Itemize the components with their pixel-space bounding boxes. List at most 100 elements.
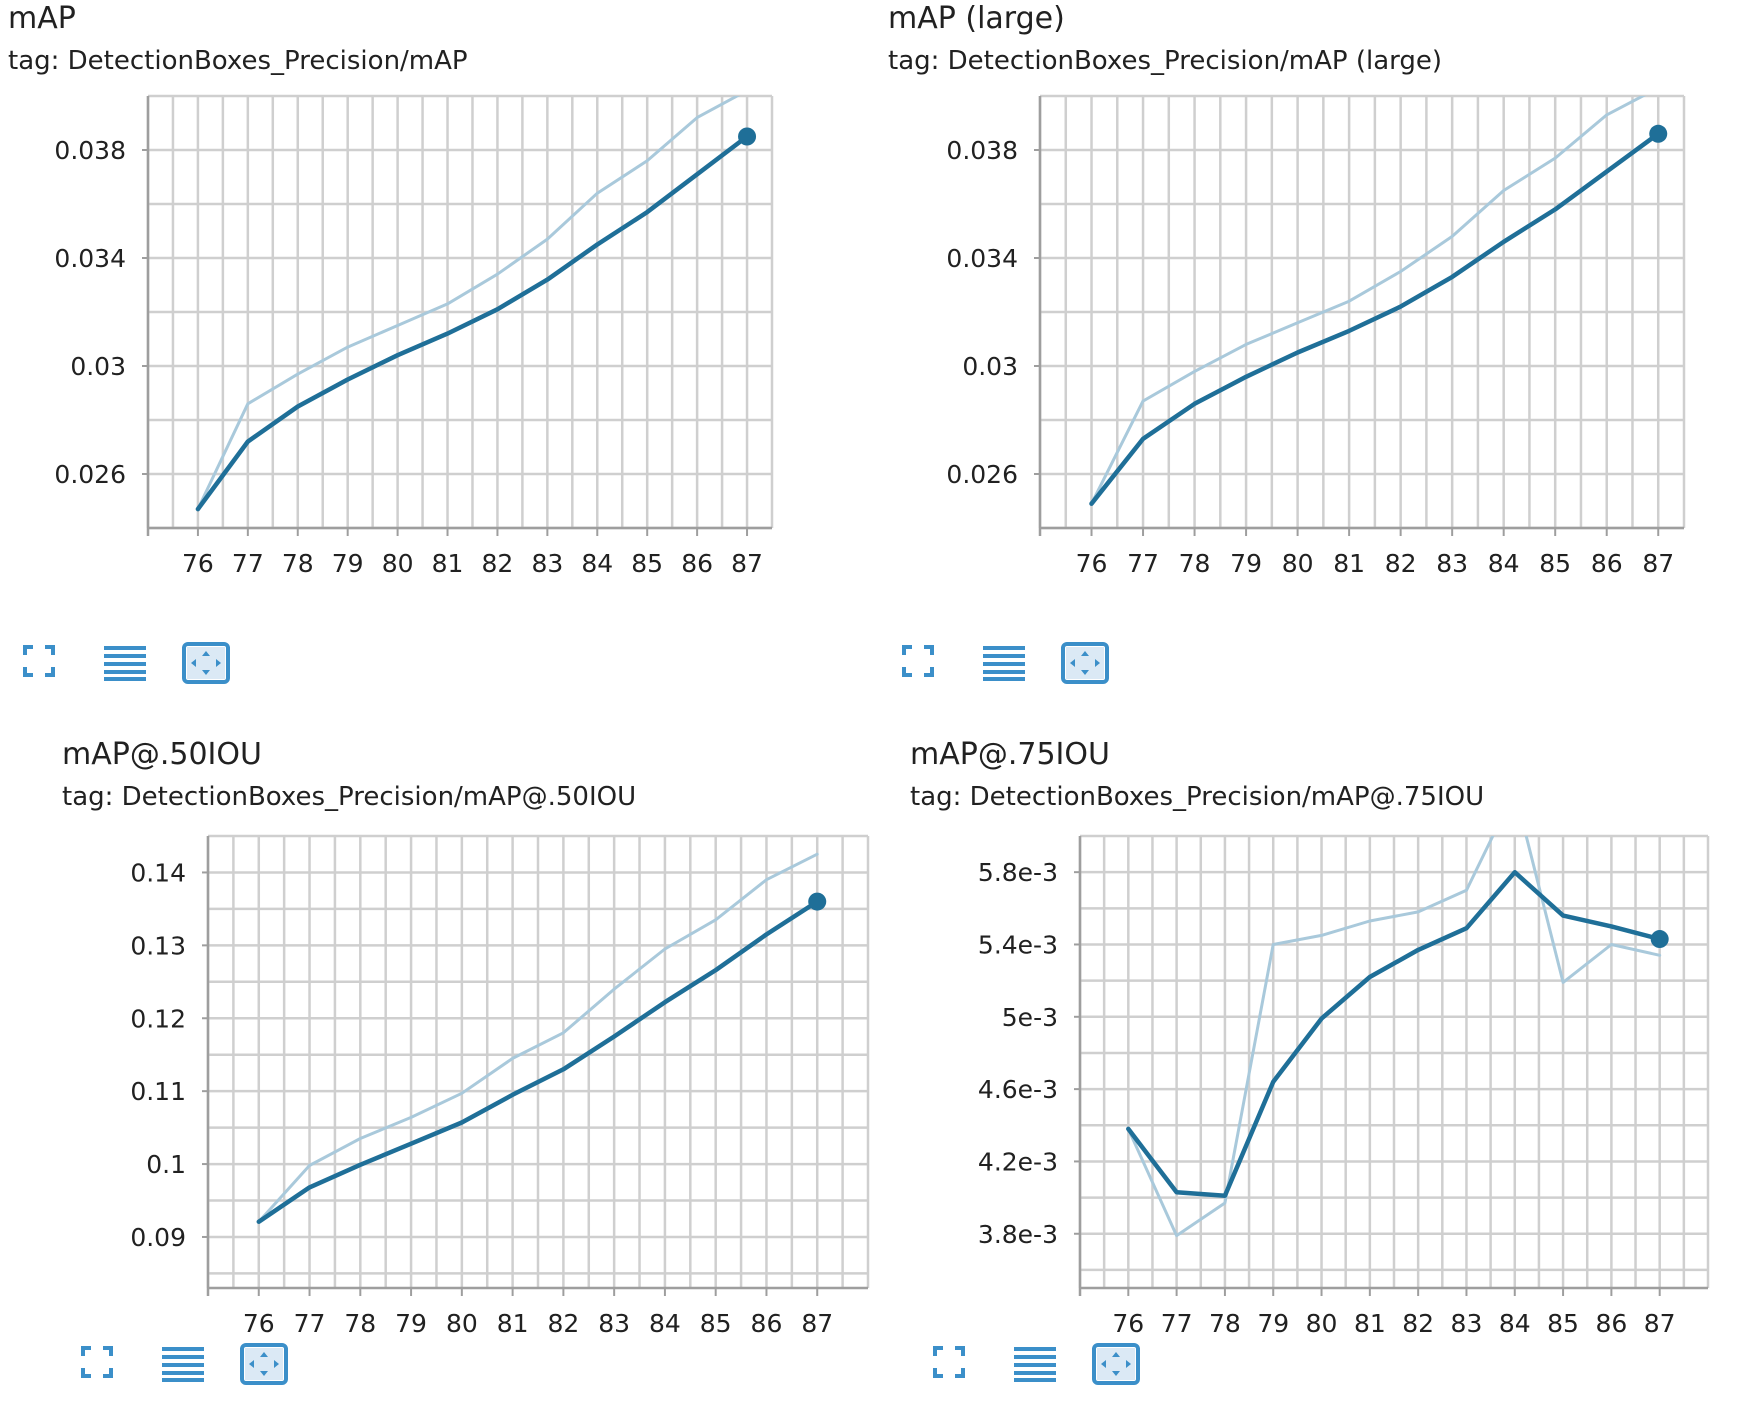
- x-tick-label: 78: [1179, 549, 1211, 578]
- fit-domain-icon: [239, 1342, 289, 1386]
- y-tick-label: 3.8e-3: [978, 1220, 1058, 1249]
- smoothed-series-line: [1126, 869, 1662, 1199]
- line-chart-map-50iou[interactable]: 76 77 78 79 80 81 82 83 84 85 86 87 0.09 0.1 0.11 0.12 0…: [0, 820, 880, 1338]
- chart-tag: tag: DetectionBoxes_Precision/mAP (large…: [888, 46, 1443, 76]
- list-icon: [979, 641, 1029, 685]
- x-tick-label: 79: [1257, 1309, 1289, 1338]
- toggle-log-scale-button[interactable]: [976, 636, 1032, 690]
- x-tick-label: 84: [1499, 1309, 1531, 1338]
- expand-icon: [929, 1342, 979, 1386]
- y-tick-label: 0.034: [54, 244, 126, 273]
- raw-series-line: [1090, 96, 1646, 506]
- y-tick-label: 0.03: [962, 352, 1018, 381]
- x-tick-label: 79: [332, 549, 364, 578]
- expand-button[interactable]: [16, 636, 72, 690]
- x-tick-label: 84: [581, 549, 613, 578]
- y-tick-label: 0.026: [946, 460, 1018, 489]
- line-chart-map[interactable]: 76 77 78 79 80 81 82 83 84 85 86 87 0.026 0.03 0.034 0.…: [0, 80, 870, 620]
- x-tick-label: 78: [344, 1309, 376, 1338]
- last-point-marker[interactable]: [1650, 930, 1669, 949]
- toggle-log-scale-button[interactable]: [97, 636, 153, 690]
- x-tick-label: 77: [1161, 1309, 1193, 1338]
- expand-button[interactable]: [926, 1337, 982, 1391]
- chart-toolbar: [74, 1337, 317, 1391]
- fit-domain-button[interactable]: [1057, 636, 1113, 690]
- y-tick-label: 0.038: [946, 136, 1018, 165]
- y-tick-label: 0.09: [130, 1223, 186, 1252]
- raw-series-line: [1126, 836, 1662, 1238]
- last-point-marker[interactable]: [808, 892, 827, 911]
- x-tick-label: 83: [531, 549, 563, 578]
- chart-title: mAP@.50IOU: [62, 737, 262, 772]
- x-tick-label: 82: [1385, 549, 1417, 578]
- x-tick-label: 82: [1402, 1309, 1434, 1338]
- smoothed-series-line: [195, 134, 750, 512]
- expand-button[interactable]: [74, 1337, 130, 1391]
- y-tick-label: 0.14: [130, 858, 186, 887]
- fit-domain-button[interactable]: [178, 636, 234, 690]
- expand-icon: [77, 1342, 127, 1386]
- raw-series-line: [257, 852, 819, 1224]
- expand-button[interactable]: [895, 636, 951, 690]
- x-tick-label: 80: [382, 549, 414, 578]
- x-tick-label: 80: [1282, 549, 1314, 578]
- chart-title: mAP@.75IOU: [910, 737, 1110, 772]
- toggle-log-scale-button[interactable]: [1007, 1337, 1063, 1391]
- grid: [1038, 94, 1686, 530]
- fit-domain-button[interactable]: [1088, 1337, 1144, 1391]
- grid: [146, 94, 774, 530]
- x-tick-label: 87: [1644, 1309, 1676, 1338]
- y-tick-label: 5e-3: [1002, 1003, 1058, 1032]
- y-tick-label: 0.03: [70, 352, 126, 381]
- x-tick-label: 82: [482, 549, 514, 578]
- list-icon: [158, 1342, 208, 1386]
- y-tick-label: 0.12: [130, 1004, 186, 1033]
- x-tick-label: 78: [1209, 1309, 1241, 1338]
- y-tick-label: 0.026: [54, 460, 126, 489]
- fit-domain-icon: [1091, 1342, 1141, 1386]
- x-tick-label: 86: [1595, 1309, 1627, 1338]
- last-point-marker[interactable]: [1649, 124, 1668, 143]
- x-tick-label: 84: [1488, 549, 1520, 578]
- smoothed-series-line: [256, 899, 820, 1224]
- y-tick-label: 4.2e-3: [978, 1147, 1058, 1176]
- toggle-log-scale-button[interactable]: [155, 1337, 211, 1391]
- x-tick-label: 76: [1076, 549, 1108, 578]
- y-tick-label: 0.038: [54, 136, 126, 165]
- line-chart-map-large[interactable]: 76 77 78 79 80 81 82 83 84 85 86 87 0.026 0.03 0.034 0.…: [880, 80, 1748, 620]
- x-tick-label: 80: [446, 1309, 478, 1338]
- x-tick-label: 85: [700, 1309, 732, 1338]
- x-tick-label: 83: [1436, 549, 1468, 578]
- x-tick-label: 76: [182, 549, 214, 578]
- x-tick-label: 81: [1354, 1309, 1386, 1338]
- chart-tag: tag: DetectionBoxes_Precision/mAP@.50IOU: [62, 782, 637, 812]
- smoothed-series-line: [1089, 131, 1661, 506]
- chart-toolbar: [926, 1337, 1169, 1391]
- x-tick-label: 77: [294, 1309, 326, 1338]
- line-chart-map-75iou[interactable]: 76 77 78 79 80 81 82 83 84 85 86 87 3.8e-3 4.2e-3 4.6e…: [890, 820, 1748, 1338]
- last-point-marker[interactable]: [738, 127, 757, 146]
- chart-toolbar: [16, 636, 259, 690]
- x-tick-label: 85: [631, 549, 663, 578]
- y-tick-label: 0.11: [130, 1077, 186, 1106]
- chart-tag: tag: DetectionBoxes_Precision/mAP: [8, 46, 468, 76]
- x-tick-label: 82: [547, 1309, 579, 1338]
- fit-domain-icon: [1060, 641, 1110, 685]
- x-tick-label: 87: [801, 1309, 833, 1338]
- x-tick-label: 76: [243, 1309, 275, 1338]
- y-tick-label: 4.6e-3: [978, 1075, 1058, 1104]
- x-tick-label: 85: [1539, 549, 1571, 578]
- fit-domain-button[interactable]: [236, 1337, 292, 1391]
- x-tick-label: 81: [497, 1309, 529, 1338]
- grid: [1078, 834, 1710, 1288]
- x-tick-label: 84: [649, 1309, 681, 1338]
- x-tick-label: 87: [1642, 549, 1674, 578]
- y-tick-label: 0.034: [946, 244, 1018, 273]
- chart-title: mAP (large): [888, 1, 1065, 36]
- x-tick-label: 83: [1451, 1309, 1483, 1338]
- expand-icon: [19, 641, 69, 685]
- x-tick-label: 81: [432, 549, 464, 578]
- y-tick-label: 0.1: [146, 1150, 186, 1179]
- x-tick-label: 85: [1547, 1309, 1579, 1338]
- x-tick-label: 77: [1127, 549, 1159, 578]
